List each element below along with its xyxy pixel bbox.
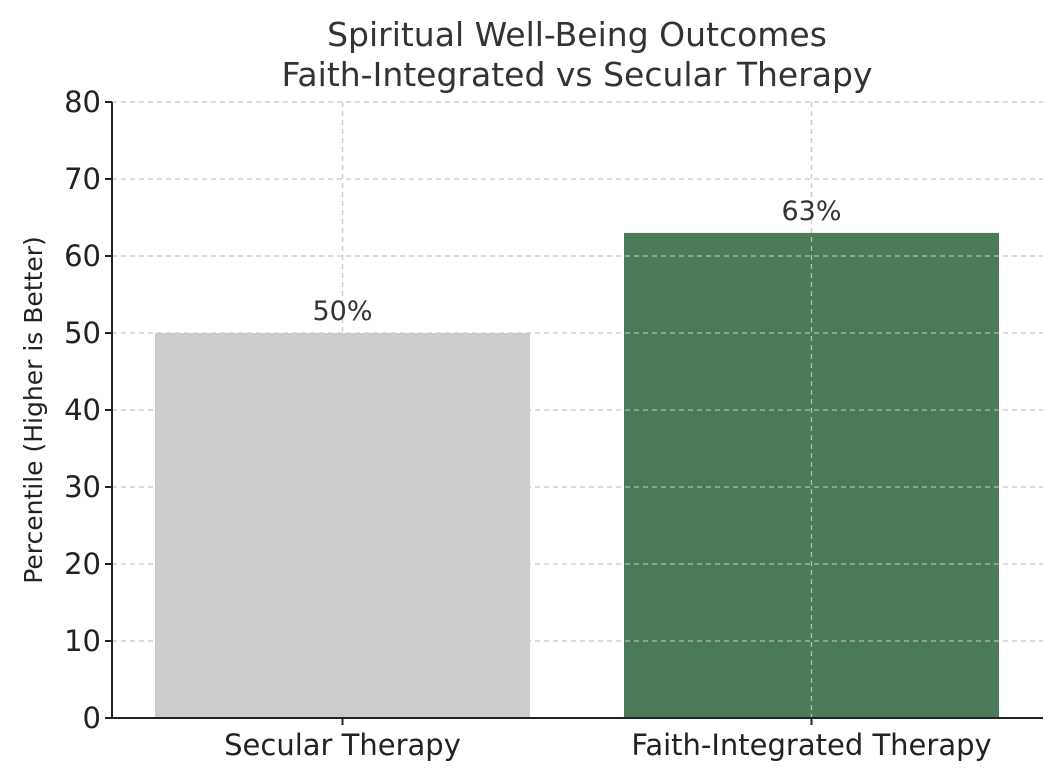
y-tick-label: 20 — [64, 547, 101, 581]
chart-title: Spiritual Well-Being Outcomes — [327, 15, 827, 54]
y-tick-label: 80 — [64, 85, 101, 119]
y-tick-label: 30 — [64, 470, 101, 504]
y-axis-label: Percentile (Higher is Better) — [19, 236, 48, 584]
bar-data-label: 50% — [312, 296, 372, 327]
bar-layer — [112, 101, 1043, 719]
y-tick-label: 10 — [64, 624, 101, 658]
chart-subtitle: Faith-Integrated vs Secular Therapy — [281, 55, 872, 94]
y-tick-label: 40 — [64, 393, 101, 427]
y-tick-label: 50 — [64, 316, 101, 350]
x-tick-label: Faith-Integrated Therapy — [631, 728, 991, 762]
y-tick-label: 60 — [64, 239, 101, 273]
y-tick-label: 0 — [83, 701, 101, 735]
x-tick-label: Secular Therapy — [224, 728, 461, 762]
bar-data-label: 63% — [781, 196, 841, 227]
label-layer: Spiritual Well-Being Outcomes Faith-Inte… — [19, 15, 873, 584]
y-tick-label: 70 — [64, 162, 101, 196]
axis-layer: 0 10 20 30 40 50 60 70 80 Secular Therapy Faith-In… — [64, 85, 1043, 762]
